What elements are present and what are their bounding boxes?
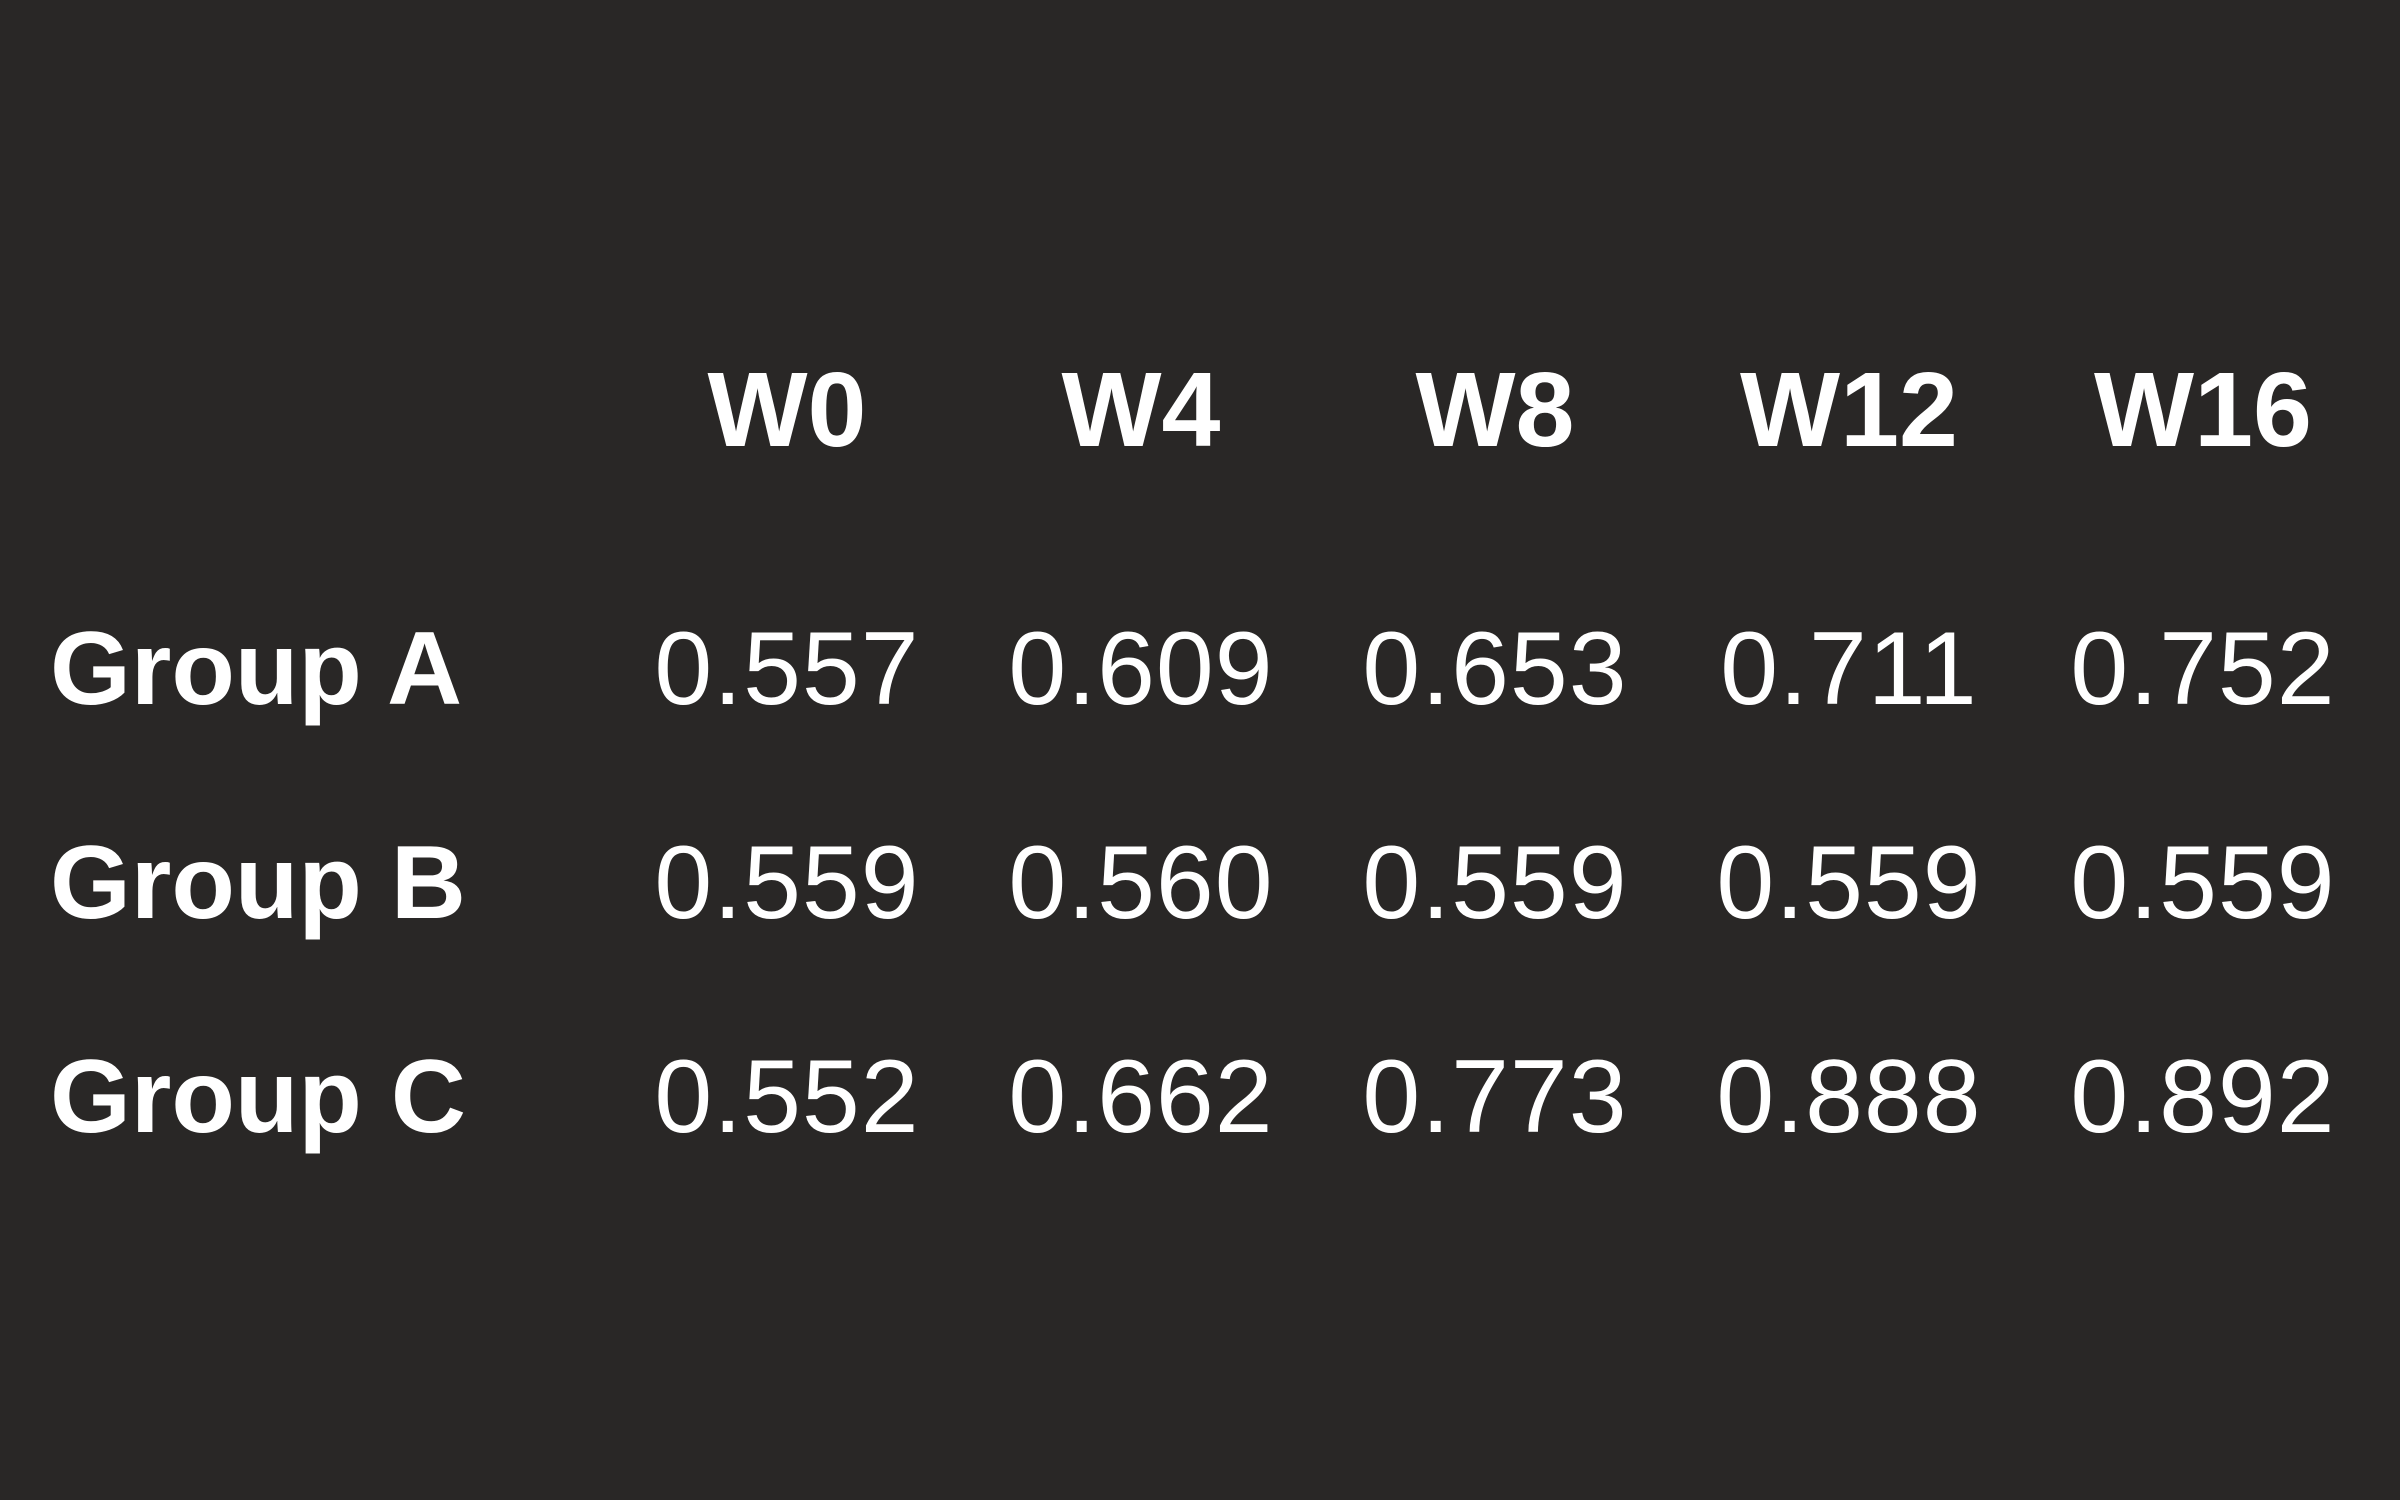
row-label-group-a: Group A: [50, 611, 463, 727]
row-label-group-c: Group C: [50, 1039, 466, 1155]
table-cell: 0.559: [1716, 825, 1982, 941]
column-header-w8: W8: [1415, 351, 1575, 469]
table-cell: 0.892: [2070, 1039, 2336, 1155]
table-cell: 0.552: [654, 1039, 920, 1155]
table-cell: 0.559: [654, 825, 920, 941]
table-cell: 0.653: [1362, 611, 1628, 727]
corner-cell: [50, 355, 610, 510]
column-header-w16: W16: [2094, 351, 2312, 469]
table-cell: 0.559: [2070, 825, 2336, 941]
column-header-w12: W12: [1740, 351, 1958, 469]
table-cell: 0.752: [2070, 611, 2336, 727]
column-header-w0: W0: [707, 351, 867, 469]
table-cell: 0.711: [1720, 611, 1978, 727]
table-cell: 0.557: [654, 611, 920, 727]
table-cell: 0.609: [1008, 611, 1274, 727]
column-header-w4: W4: [1061, 351, 1221, 469]
table-cell: 0.773: [1362, 1039, 1628, 1155]
row-label-group-b: Group B: [50, 825, 466, 941]
table-cell: 0.662: [1008, 1039, 1274, 1155]
table-cell: 0.559: [1362, 825, 1628, 941]
table-cell: 0.560: [1008, 825, 1274, 941]
table-cell: 0.888: [1716, 1039, 1982, 1155]
table-grid: W0 W4 W8 W12 W16 Group A 0.557 0.609 0.6…: [50, 351, 2336, 1155]
